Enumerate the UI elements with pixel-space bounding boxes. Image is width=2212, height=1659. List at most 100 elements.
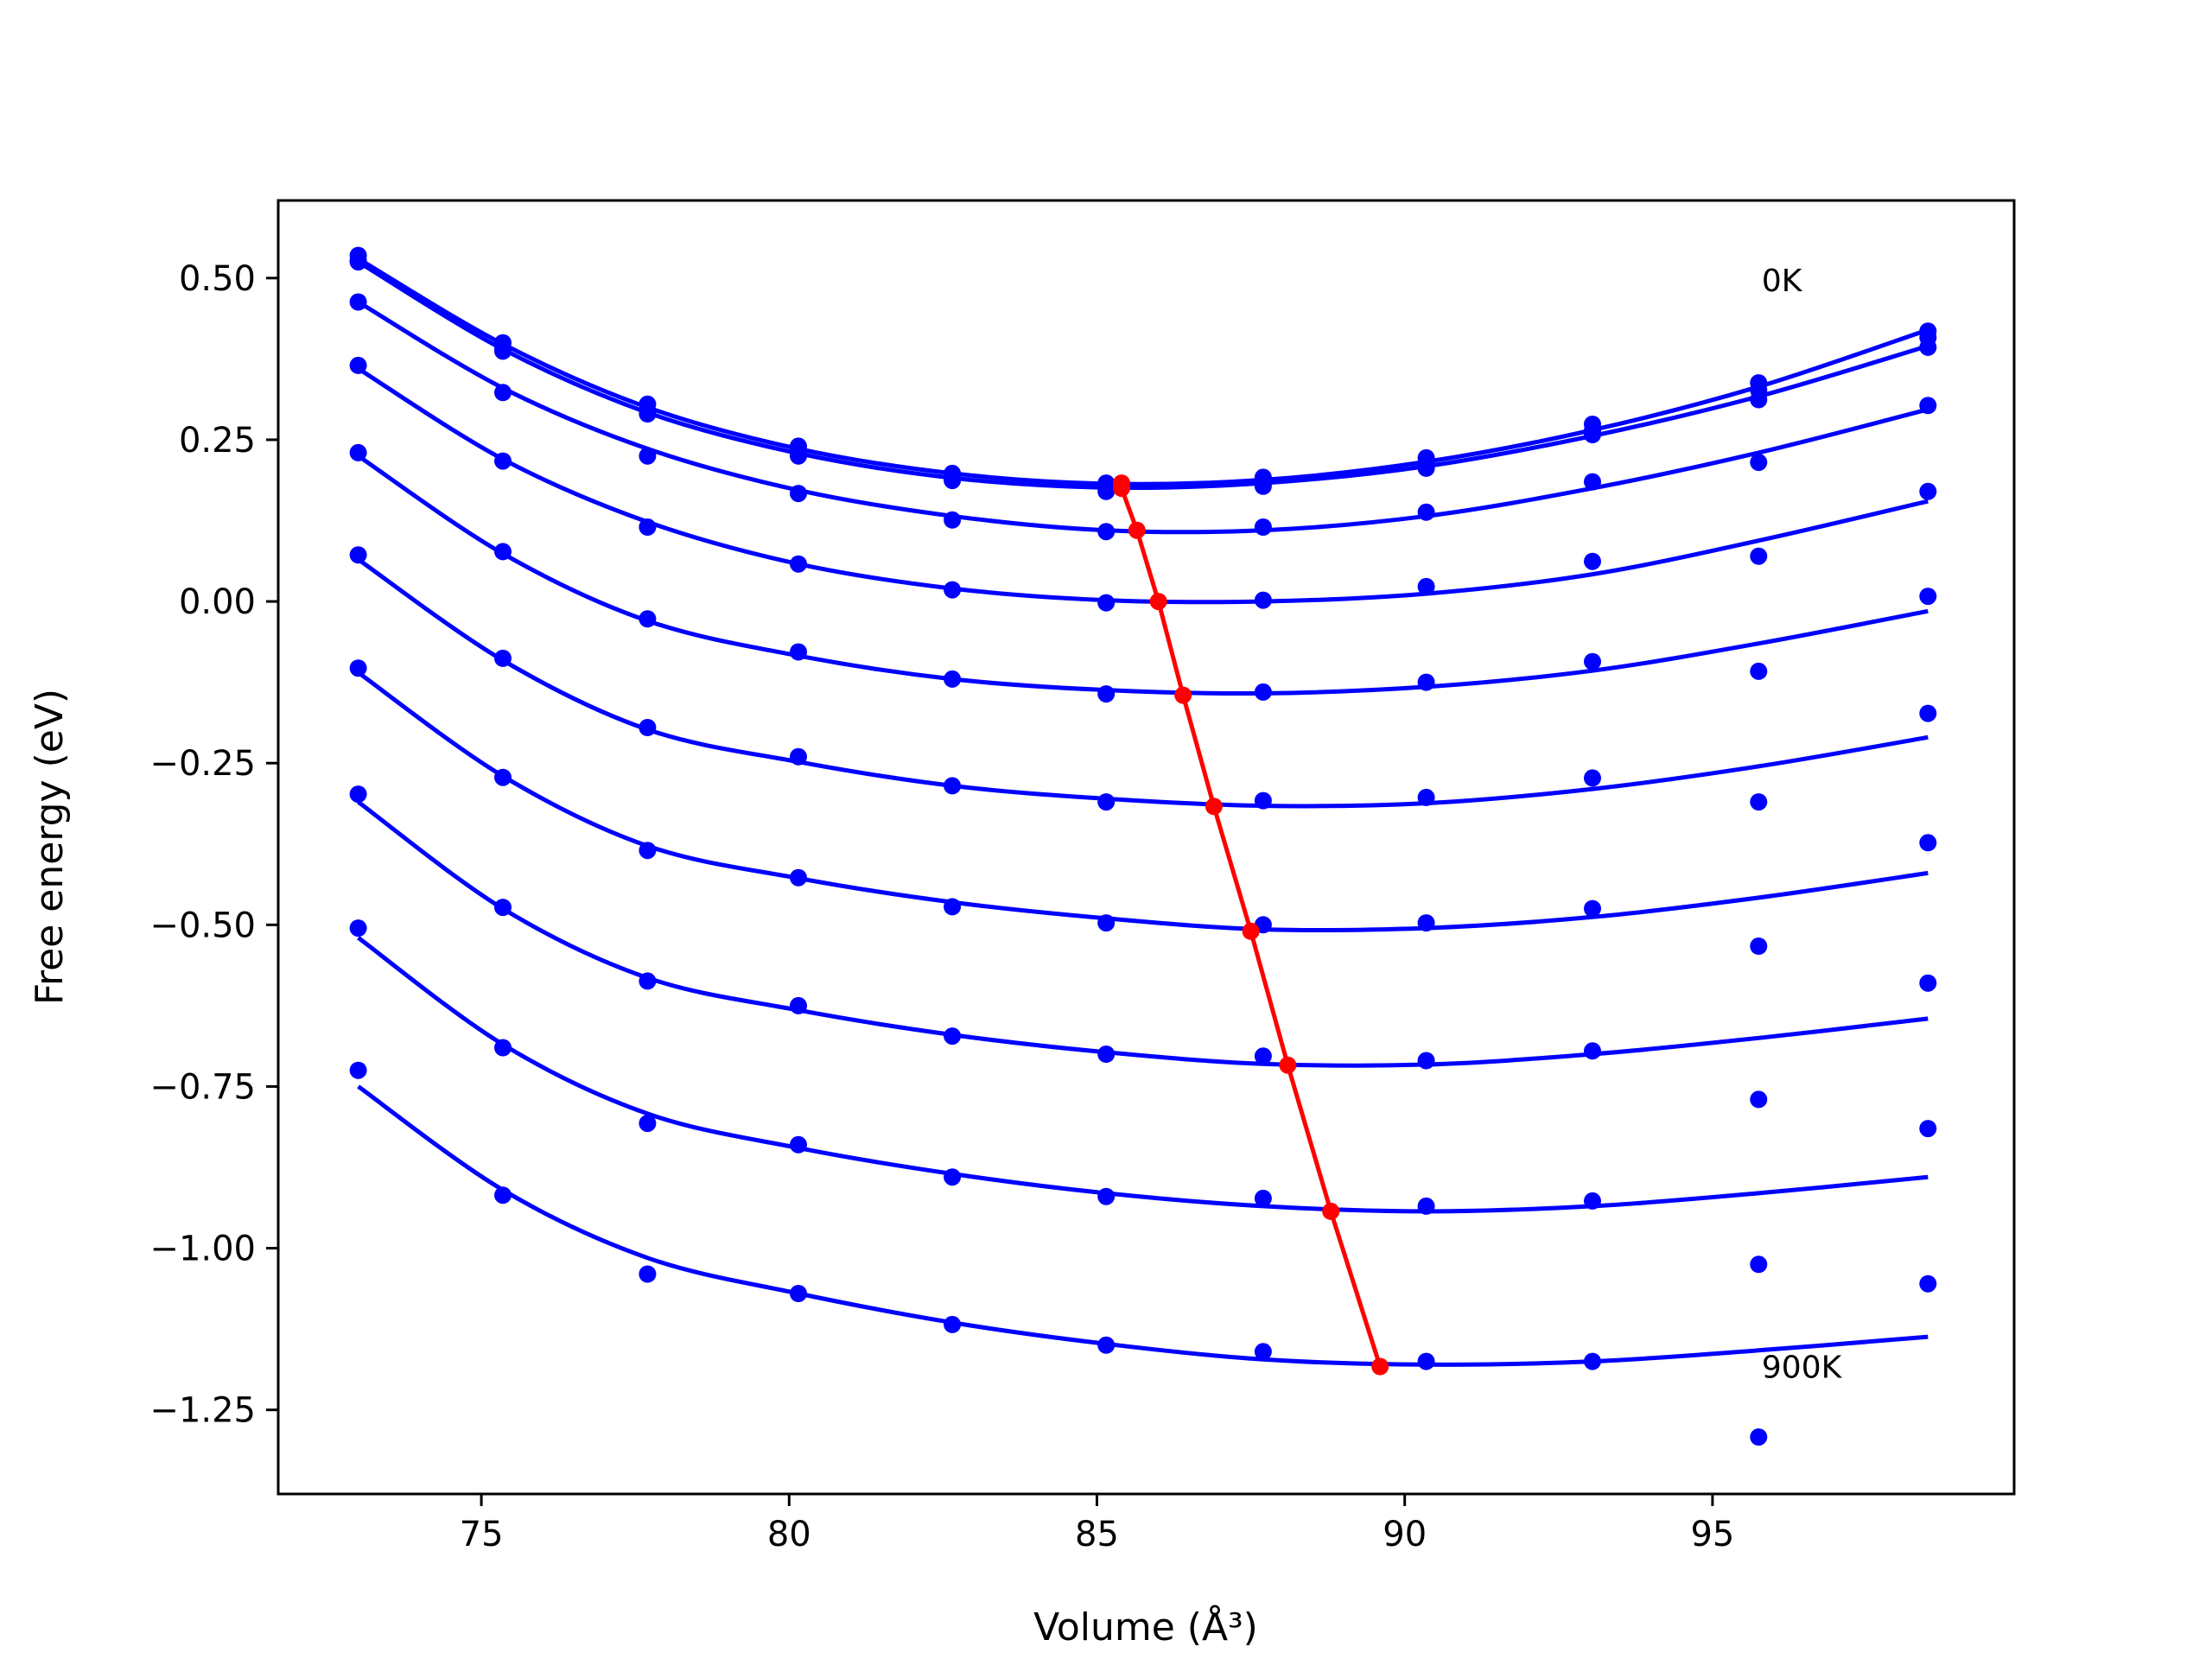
data-point-6-8 (1584, 769, 1601, 787)
data-point-8-6 (1254, 1047, 1272, 1065)
data-point-9-2 (639, 1115, 657, 1133)
data-point-5-9 (1750, 662, 1768, 680)
y-tick-label: 0.50 (179, 259, 256, 299)
data-point-4-3 (790, 555, 807, 573)
data-point-7-0 (349, 659, 367, 677)
data-point-2-0 (349, 253, 367, 271)
data-point-2-2 (639, 405, 657, 423)
x-axis-ticks: 75 80 85 90 95 (460, 1494, 1734, 1554)
data-point-2-5 (1097, 482, 1116, 500)
data-point-5-1 (494, 543, 512, 561)
data-point-6-3 (790, 747, 807, 766)
data-points (349, 246, 1937, 1446)
data-point-2-8 (1584, 426, 1601, 443)
data-point-9-0 (349, 919, 367, 938)
data-point-4-4 (944, 581, 962, 599)
data-point-5-10 (1919, 588, 1937, 606)
data-point-9-5 (1097, 1187, 1116, 1205)
y-tick-label: −0.50 (149, 906, 256, 945)
data-point-6-4 (944, 777, 962, 795)
data-point-8-9 (1750, 1090, 1768, 1109)
data-point-7-7 (1417, 914, 1435, 932)
data-point-9-3 (790, 1135, 807, 1154)
x-tick-label: 95 (1690, 1515, 1734, 1554)
data-point-9-10 (1919, 1120, 1937, 1138)
data-point-5-0 (349, 443, 367, 461)
plot-frame (276, 199, 2016, 1496)
y-tick-label: 0.25 (179, 421, 256, 461)
data-point-10-3 (790, 1285, 807, 1302)
y-tick-label: 0.00 (179, 582, 256, 622)
data-point-4-10 (1919, 482, 1937, 500)
data-point-4-2 (639, 518, 657, 536)
minimum-point-8 (1322, 1202, 1340, 1220)
x-tick-label: 80 (767, 1515, 811, 1554)
data-point-2-9 (1750, 391, 1768, 409)
data-point-8-1 (494, 899, 512, 917)
data-point-6-5 (1097, 793, 1116, 811)
minima-path (1119, 483, 1382, 1368)
data-point-8-4 (944, 1027, 962, 1046)
data-point-3-7 (1417, 503, 1435, 521)
data-point-2-3 (790, 447, 807, 465)
data-point-10-0 (349, 1061, 367, 1079)
data-point-3-8 (1584, 473, 1601, 491)
data-point-7-4 (944, 898, 962, 916)
annotations: 0K 900K (1762, 264, 1843, 1385)
minimum-point-9 (1371, 1357, 1389, 1376)
data-point-8-5 (1097, 1046, 1116, 1063)
data-point-4-5 (1097, 594, 1116, 612)
y-tick-label: −1.25 (149, 1391, 256, 1431)
annotation-1: 900K (1762, 1350, 1843, 1385)
annotation-0: 0K (1762, 264, 1803, 299)
data-point-4-8 (1584, 552, 1601, 570)
data-point-7-2 (639, 842, 657, 860)
y-tick-label: −0.75 (149, 1067, 256, 1107)
data-point-5-3 (790, 643, 807, 661)
data-point-6-2 (639, 719, 657, 736)
data-point-9-9 (1750, 1255, 1768, 1274)
x-axis-label: Volume (Å³) (1033, 1604, 1258, 1649)
data-point-4-7 (1417, 577, 1435, 595)
data-point-7-8 (1584, 899, 1601, 918)
data-point-3-1 (494, 384, 512, 402)
data-point-4-1 (494, 452, 512, 470)
data-point-3-9 (1750, 454, 1768, 472)
y-axis-ticks: 0.50 0.25 0.00 −0.25 −0.50 −0.75 −1.00 −1.25 (149, 259, 278, 1431)
data-point-9-1 (494, 1039, 512, 1057)
data-point-6-1 (494, 649, 512, 667)
data-point-10-9 (1750, 1428, 1768, 1446)
data-point-8-10 (1919, 974, 1937, 992)
data-point-7-10 (1919, 834, 1937, 852)
data-point-10-10 (1919, 1274, 1937, 1293)
data-point-6-10 (1919, 704, 1937, 722)
data-point-5-2 (639, 610, 657, 628)
data-point-9-4 (944, 1168, 962, 1186)
data-point-3-2 (639, 447, 657, 465)
data-point-7-9 (1750, 938, 1768, 955)
data-point-5-7 (1417, 673, 1435, 691)
data-point-2-10 (1919, 338, 1937, 356)
data-point-7-1 (494, 768, 512, 786)
minimum-point-1 (1113, 480, 1130, 498)
data-point-3-3 (790, 485, 807, 503)
data-point-8-0 (349, 785, 367, 804)
x-tick-label: 90 (1382, 1515, 1427, 1554)
data-point-8-7 (1417, 1052, 1435, 1070)
data-point-6-9 (1750, 793, 1768, 811)
data-point-8-8 (1584, 1042, 1601, 1060)
data-point-4-0 (349, 356, 367, 374)
data-point-2-4 (944, 472, 962, 490)
minimum-point-5 (1205, 798, 1223, 816)
data-point-10-5 (1097, 1336, 1116, 1354)
x-tick-label: 75 (460, 1515, 504, 1554)
minima-line (1113, 474, 1389, 1376)
minimum-point-6 (1242, 922, 1260, 940)
x-tick-label: 85 (1075, 1515, 1119, 1554)
data-point-6-0 (349, 546, 367, 564)
data-point-6-6 (1254, 791, 1272, 810)
data-point-10-2 (639, 1265, 657, 1283)
data-point-8-3 (790, 996, 807, 1014)
